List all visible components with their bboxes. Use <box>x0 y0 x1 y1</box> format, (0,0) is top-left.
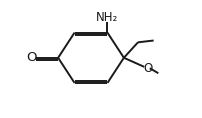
Text: NH₂: NH₂ <box>96 11 119 24</box>
Text: O: O <box>27 51 37 64</box>
Text: O: O <box>143 62 152 75</box>
